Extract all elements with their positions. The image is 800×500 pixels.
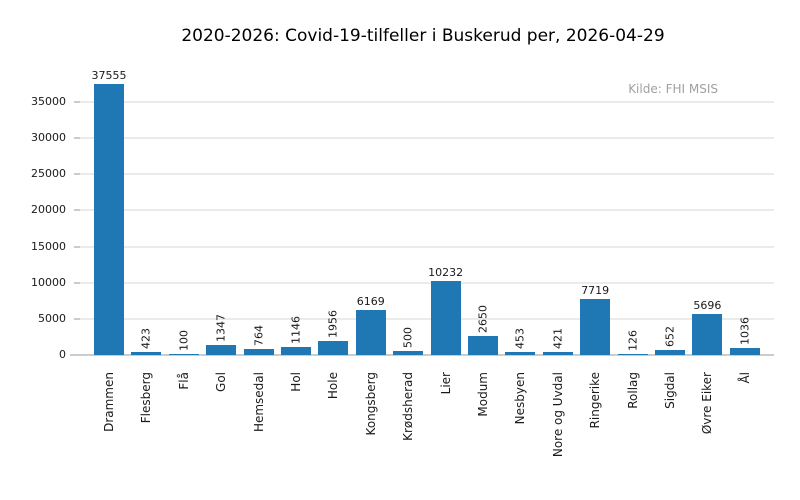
gridline-10000: [80, 281, 774, 284]
y-tick-mark: [74, 173, 80, 176]
bar-flesberg: [131, 351, 162, 355]
y-tick-mark: [74, 281, 80, 284]
x-tick-label-gol: Gol: [214, 372, 229, 392]
y-tick-label: 30000: [31, 131, 66, 145]
plot-area: 37555 423 100 1347 764 1146 1956 6169 500 10232 26…: [80, 62, 774, 355]
bar-drammen: [94, 83, 124, 355]
bar-hol: [281, 346, 311, 355]
y-tick-label: 15000: [31, 239, 66, 253]
y-tick-label: 0: [59, 348, 66, 361]
bar-sigdal: [655, 350, 685, 355]
bar-rollag: [617, 354, 648, 355]
y-tick-mark: [74, 354, 80, 356]
gridline-30000: [80, 137, 774, 140]
gridline-35000: [80, 101, 774, 103]
y-tick-mark: [74, 245, 80, 248]
x-tick-label-lier: Lier: [438, 372, 453, 395]
y-tick-mark: [74, 209, 80, 212]
x-tick-label-hemsedal: Hemsedal: [251, 372, 266, 433]
x-axis-line: [70, 354, 774, 356]
gridline-15000: [80, 245, 774, 248]
gridline-5000: [80, 317, 774, 320]
x-tick-label-nesbyen: Nesbyen: [513, 372, 528, 425]
bar-krødsherad: [393, 351, 424, 355]
y-tick-label: 25000: [31, 167, 66, 181]
bar-value-label: 100: [177, 330, 191, 352]
bar-ringerike: [580, 299, 611, 355]
bar-value-label: 764: [252, 325, 266, 347]
bar-hemsedal: [243, 349, 274, 355]
x-tick-label-drammen: Drammen: [102, 372, 116, 432]
x-tick-label-flesberg: Flesberg: [139, 372, 154, 424]
gridline-20000: [80, 209, 774, 212]
y-tick-mark: [74, 101, 80, 103]
bar-value-label: 1956: [326, 309, 340, 338]
x-tick-label-hole: Hole: [326, 372, 341, 400]
x-tick-label-nore-og-uvdal: Nore og Uvdal: [550, 372, 565, 458]
x-tick-label-øvre-eiker: Øvre Eiker: [700, 372, 715, 435]
bar-value-label: 37555: [91, 68, 127, 82]
x-tick-label-rollag: Rollag: [625, 372, 640, 409]
bar-nesbyen: [505, 351, 536, 355]
bar-nore-og-uvdal: [542, 351, 573, 355]
y-tick-label: 5000: [38, 311, 66, 325]
y-tick-mark: [74, 137, 80, 140]
bar-value-label: 652: [663, 326, 677, 348]
x-tick-label-ringerike: Ringerike: [588, 372, 603, 429]
bar-value-label: 500: [401, 327, 415, 349]
gridline-25000: [80, 173, 774, 176]
y-tick-mark: [74, 317, 80, 320]
y-tick-label: 10000: [31, 275, 66, 289]
y-tick-label: 20000: [31, 203, 66, 217]
bar-modum: [468, 335, 498, 355]
bar-kongsberg: [355, 310, 386, 355]
bar-value-label: 5696: [693, 298, 722, 312]
bar-ål: [729, 347, 760, 355]
x-tick-label-ål: Ål: [737, 372, 752, 384]
bar-value-label: 10232: [428, 266, 464, 280]
x-tick-label-modum: Modum: [476, 372, 490, 417]
bar-value-label: 453: [513, 327, 527, 349]
bar-value-label: 126: [626, 330, 640, 352]
bar-hole: [318, 340, 349, 355]
bar-value-label: 7719: [581, 284, 610, 298]
bar-value-label: 6169: [356, 295, 385, 309]
x-tick-label-hol: Hol: [289, 372, 303, 392]
bar-flå: [168, 354, 199, 355]
chart-title: 2020-2026: Covid-19-tilfeller i Buskerud…: [181, 26, 665, 46]
x-tick-label-kongsberg: Kongsberg: [363, 372, 378, 436]
x-tick-label-flå: Flå: [176, 372, 191, 390]
bar-øvre-eiker: [692, 313, 723, 355]
bar-value-label: 1347: [214, 314, 228, 343]
y-tick-label: 35000: [31, 95, 66, 108]
x-tick-label-sigdal: Sigdal: [663, 372, 677, 409]
bar-gol: [206, 345, 237, 355]
source-annotation: Kilde: FHI MSIS: [628, 82, 718, 96]
bar-value-label: 421: [551, 327, 565, 349]
bar-value-label: 1036: [738, 316, 752, 345]
bar-lier: [430, 281, 461, 355]
bar-value-label: 2650: [476, 304, 490, 333]
x-tick-label-krødsherad: Krødsherad: [401, 372, 416, 441]
bar-value-label: 1146: [289, 315, 303, 344]
bar-value-label: 423: [139, 327, 153, 349]
